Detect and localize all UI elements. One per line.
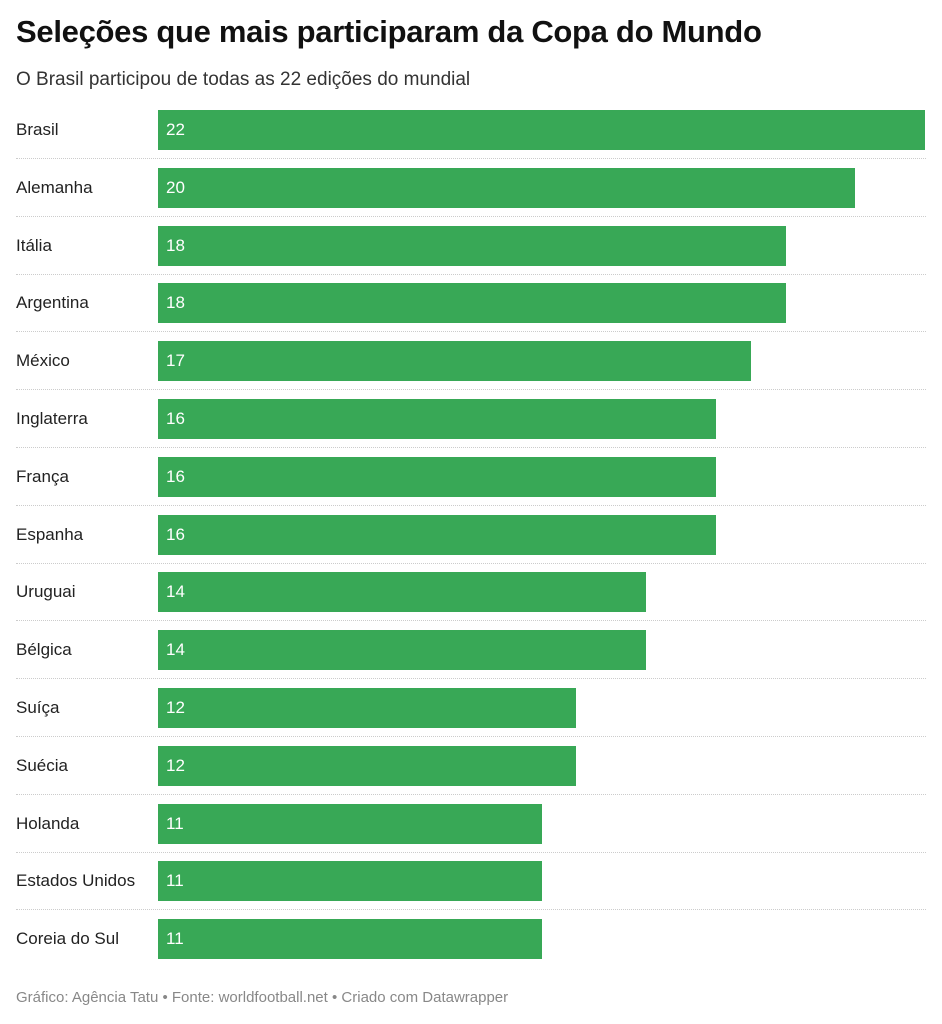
bar: [158, 225, 786, 266]
row-separator: [16, 273, 926, 275]
bar: [158, 341, 751, 382]
row-separator: [16, 331, 926, 333]
bar: [158, 745, 577, 786]
category-label: Suécia: [16, 755, 68, 775]
bar-row: Itália 18: [16, 225, 926, 284]
value-label: 17: [166, 351, 185, 371]
category-label: Holanda: [16, 813, 80, 833]
bar-row: Estados Unidos 11: [16, 861, 926, 919]
bar-row: Suíça 12: [16, 687, 926, 746]
row-separator: [16, 504, 926, 506]
category-label: Inglaterra: [16, 408, 88, 428]
row-separator: [16, 215, 926, 217]
category-label: Estados Unidos: [16, 871, 136, 891]
value-label: 20: [166, 177, 185, 197]
row-separator: [16, 389, 926, 391]
chart-title: Seleções que mais participaram da Copa d…: [16, 14, 762, 49]
bar-row: Bélgica 14: [16, 630, 926, 688]
row-separator: [16, 678, 926, 680]
value-label: 11: [166, 871, 184, 891]
value-label: 16: [166, 466, 185, 486]
value-label: 12: [166, 755, 185, 775]
bar: [158, 919, 542, 960]
bar-row: Inglaterra 16: [16, 398, 926, 457]
bar: [158, 630, 647, 671]
category-label: França: [16, 466, 69, 486]
category-label: Suíça: [16, 697, 60, 717]
category-label: Argentina: [16, 293, 89, 313]
chart-footer: Gráfico: Agência Tatu • Fonte: worldfoot…: [16, 989, 509, 1006]
bar: [158, 456, 716, 497]
value-label: 12: [166, 697, 185, 717]
value-label: 18: [166, 235, 185, 255]
row-separator: [16, 851, 926, 853]
row-separator: [16, 620, 926, 622]
value-label: 14: [166, 582, 185, 602]
category-label: México: [16, 351, 70, 371]
bar-row: França 16: [16, 456, 926, 515]
bar-row: Espanha 16: [16, 514, 926, 573]
bar-row: México 17: [16, 341, 926, 399]
bar-row: Argentina 18: [16, 283, 926, 341]
row-separator: [16, 446, 926, 448]
bar-row: Coreia do Sul 11: [16, 919, 926, 977]
category-label: Alemanha: [16, 177, 93, 197]
bar: [158, 398, 716, 439]
bar-row: Holanda 11: [16, 803, 926, 862]
value-label: 18: [166, 293, 185, 313]
bar-row: Suécia 12: [16, 745, 926, 804]
bar: [158, 167, 856, 208]
value-label: 22: [166, 120, 185, 139]
category-label: Bélgica: [16, 640, 72, 660]
value-label: 11: [166, 929, 184, 949]
bar-row: Uruguai 14: [16, 572, 926, 630]
chart-subtitle: O Brasil participou de todas as 22 ediçõ…: [16, 69, 471, 90]
value-label: 16: [166, 408, 185, 428]
row-separator: [16, 735, 926, 737]
bar: [158, 110, 925, 150]
bar: [158, 861, 542, 902]
bar: [158, 514, 716, 555]
bar-chart: Brasil 22 Alemanha 20 Itália 18 Argentina 18 Méx…: [16, 110, 926, 977]
bar-row: Alemanha 20: [16, 167, 926, 226]
value-label: 16: [166, 524, 185, 544]
row-separator: [16, 793, 926, 795]
bar-row: Brasil 22: [16, 110, 926, 168]
category-label: Brasil: [16, 120, 59, 139]
row-separator: [16, 909, 926, 911]
row-separator: [16, 158, 926, 159]
bar: [158, 283, 786, 324]
category-label: Coreia do Sul: [16, 929, 120, 949]
row-separator: [16, 562, 926, 564]
bar: [158, 687, 577, 728]
bar: [158, 572, 647, 613]
category-label: Itália: [16, 235, 52, 255]
value-label: 14: [166, 640, 185, 660]
bar: [158, 803, 542, 844]
category-label: Uruguai: [16, 582, 76, 602]
category-label: Espanha: [16, 524, 84, 544]
value-label: 11: [166, 813, 184, 833]
